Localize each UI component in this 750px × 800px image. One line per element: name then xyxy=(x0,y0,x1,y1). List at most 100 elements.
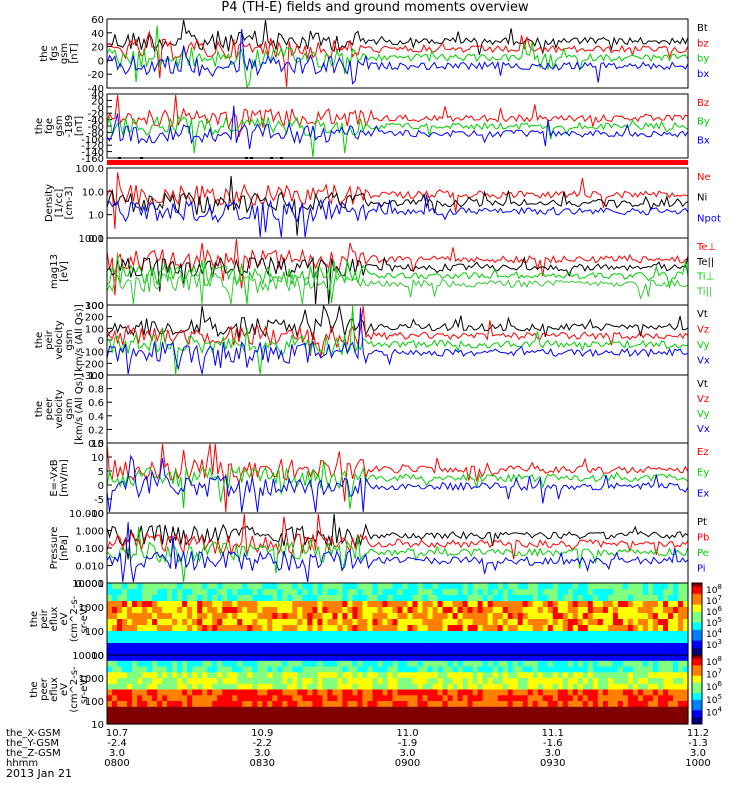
heatmap-cell xyxy=(237,672,243,679)
heatmap-cell xyxy=(612,631,619,638)
heatmap-cell xyxy=(137,601,143,608)
heatmap-cell xyxy=(342,655,348,662)
heatmap-cell xyxy=(542,718,549,725)
heatmap-cell xyxy=(492,689,499,696)
colorbar-step xyxy=(692,629,702,634)
heatmap-cell xyxy=(567,631,574,638)
heatmap-cell xyxy=(117,712,123,719)
heatmap-cell xyxy=(202,589,208,596)
heatmap-cell xyxy=(332,718,338,725)
heatmap-cell xyxy=(112,666,118,673)
heatmap-cell xyxy=(562,619,569,626)
heatmap-cell xyxy=(567,601,574,608)
heatmap-cell xyxy=(247,583,253,590)
heatmap-cell xyxy=(607,607,614,614)
heatmap-cell xyxy=(167,619,173,626)
heatmap-cell xyxy=(532,601,539,608)
heatmap-cell xyxy=(532,660,539,668)
heatmap-cell xyxy=(267,643,273,650)
heatmap-cell xyxy=(557,625,564,632)
heatmap-cell xyxy=(152,689,158,696)
heatmap-cell xyxy=(683,683,689,691)
heatmap-cell xyxy=(232,689,238,696)
heatmap-cell xyxy=(417,595,424,602)
heatmap-cell xyxy=(397,631,404,638)
heatmap-cell xyxy=(227,607,233,614)
heatmap-cell xyxy=(452,637,459,644)
heatmap-cell xyxy=(542,695,549,702)
heatmap-cell xyxy=(467,666,474,673)
colorbar-step xyxy=(692,655,702,659)
heatmap-cell xyxy=(312,589,318,596)
heatmap-cell xyxy=(162,678,168,685)
heatmap-cell xyxy=(187,655,193,662)
heatmap-cell xyxy=(227,637,233,644)
y-tick-label: -300 xyxy=(81,371,104,382)
heatmap-cell xyxy=(582,706,589,714)
heatmap-cell xyxy=(157,631,163,638)
heatmap-cell xyxy=(122,625,128,632)
heatmap-cell xyxy=(352,701,358,708)
heatmap-cell xyxy=(412,718,419,725)
heatmap-cell xyxy=(652,637,659,644)
heatmap-cell xyxy=(602,631,609,638)
heatmap-cell xyxy=(267,655,273,662)
heatmap-cell xyxy=(482,701,489,708)
heatmap-cell xyxy=(467,637,474,644)
heatmap-cell xyxy=(147,672,153,679)
heatmap-cell xyxy=(377,649,384,656)
heatmap-cell xyxy=(567,643,574,650)
heatmap-cell xyxy=(407,712,414,719)
heatmap-cell xyxy=(632,695,639,702)
heatmap-cell xyxy=(342,712,348,719)
heatmap-cell xyxy=(587,683,594,691)
heatmap-cell xyxy=(332,655,338,662)
heatmap-cell xyxy=(332,660,338,668)
heatmap-cell xyxy=(397,583,404,590)
heatmap-cell xyxy=(487,625,494,632)
heatmap-cell xyxy=(332,689,338,696)
heatmap-cell xyxy=(442,625,449,632)
heatmap-cell xyxy=(532,643,539,650)
heatmap-cell xyxy=(577,695,584,702)
heatmap-cell xyxy=(477,666,484,673)
panel-frame xyxy=(106,374,689,444)
heatmap-cell xyxy=(307,637,313,644)
heatmap-cell xyxy=(182,695,188,702)
heatmap-cell xyxy=(177,695,183,702)
y-tick-label: -60 xyxy=(88,122,104,133)
heatmap-cell xyxy=(612,706,619,714)
heatmap-cell xyxy=(197,583,203,590)
heatmap-cell xyxy=(627,706,634,714)
heatmap-cell xyxy=(182,678,188,685)
heatmap-cell xyxy=(532,649,539,656)
heatmap-cell xyxy=(487,643,494,650)
y-tick-label: 10 xyxy=(91,720,104,731)
heatmap-cell xyxy=(352,613,358,620)
heatmap-cell xyxy=(663,666,669,673)
heatmap-cell xyxy=(678,649,684,656)
heatmap-cell xyxy=(663,683,669,691)
heatmap-cell xyxy=(467,701,474,708)
heatmap-cell xyxy=(607,689,614,696)
heatmap-cell xyxy=(557,595,564,602)
heatmap-cell xyxy=(417,678,424,685)
heatmap-cell xyxy=(222,619,228,626)
heatmap-cell xyxy=(272,678,278,685)
legend-Ti⊥: Ti⊥ xyxy=(696,272,714,283)
heatmap-cell xyxy=(517,649,524,656)
heatmap-cell xyxy=(252,689,258,696)
y-axis-label: [km/s (All Qs)] xyxy=(74,373,85,445)
heatmap-cell xyxy=(212,601,218,608)
colorbar-label: 106 xyxy=(706,680,722,693)
heatmap-cell xyxy=(252,683,258,691)
heatmap-cell xyxy=(257,607,263,614)
heatmap-cell xyxy=(147,595,153,602)
heatmap-cell xyxy=(537,625,544,632)
heatmap-cell xyxy=(577,672,584,679)
heatmap-cell xyxy=(232,678,238,685)
heatmap-cell xyxy=(632,718,639,725)
heatmap-cell xyxy=(117,643,123,650)
heatmap-cell xyxy=(678,631,684,638)
